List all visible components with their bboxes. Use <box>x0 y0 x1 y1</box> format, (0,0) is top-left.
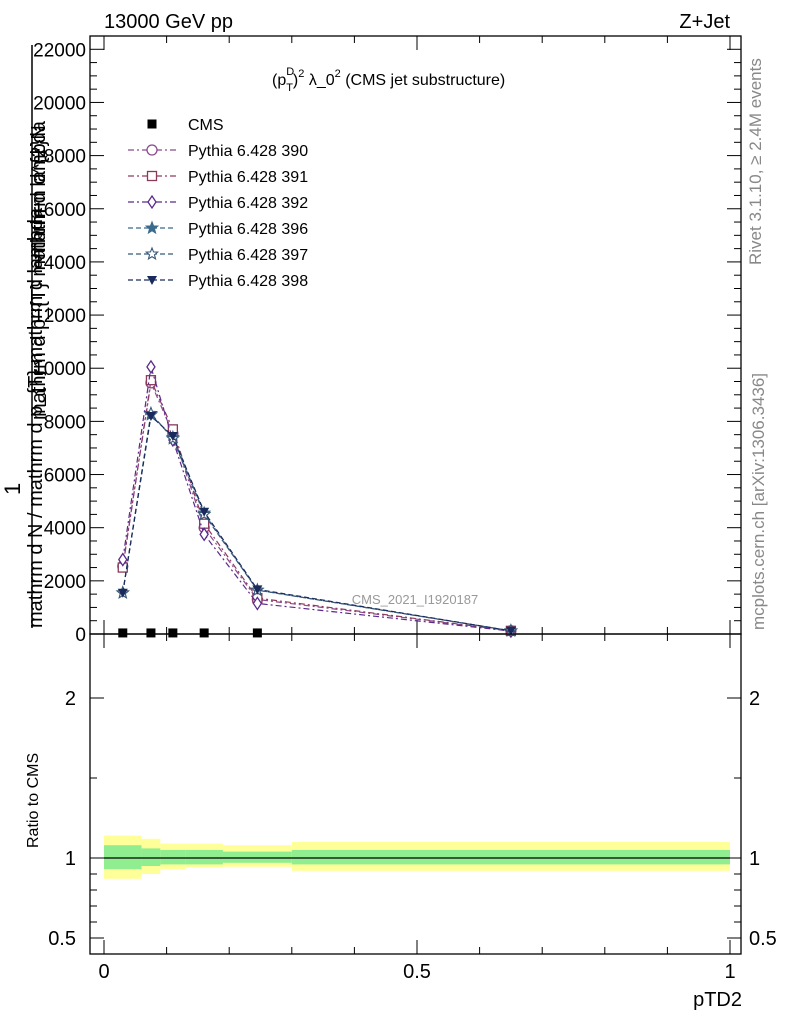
legend-title-sub-t: T <box>286 82 293 94</box>
main-y-tick-label: 8000 <box>44 412 86 433</box>
legend-entry: Pythia 6.428 390 <box>128 143 308 160</box>
ratio-y-tick-label: 0.5 <box>48 928 76 950</box>
header-left: 13000 GeV pp <box>104 11 233 33</box>
legend-title-sq: 2 <box>298 68 304 80</box>
legend-entry: Pythia 6.428 392 <box>128 194 308 212</box>
legend-label: Pythia 6.428 397 <box>188 247 308 264</box>
legend-label: Pythia 6.428 396 <box>188 221 308 238</box>
legend-title-tail: (CMS jet substructure) <box>341 72 505 89</box>
legend-label: Pythia 6.428 392 <box>188 195 308 212</box>
data-point <box>199 507 210 517</box>
ratio-band-inner <box>160 850 186 865</box>
legend-entry: Pythia 6.428 397 <box>128 246 308 264</box>
data-point <box>252 596 263 611</box>
ratio-y-ticks: 0.5 0.5 1 1 2 2 <box>48 688 777 950</box>
ratio-x-ticks: 0 0.5 1 <box>98 634 736 983</box>
data-point <box>146 359 156 375</box>
main-y-tick-label: 20000 <box>33 93 86 114</box>
data-point <box>145 375 157 386</box>
legend-label: Pythia 6.428 390 <box>188 143 308 160</box>
data-point <box>168 628 178 638</box>
data-point <box>505 626 516 636</box>
legend-marker <box>147 276 157 285</box>
ratio-y-tick-label-right: 2 <box>749 688 760 710</box>
data-point <box>167 431 178 441</box>
ratio-y-tick-label-right: 1 <box>749 848 760 870</box>
x-tick-label: 0 <box>98 961 109 983</box>
data-point <box>199 527 209 542</box>
ratio-band-inner <box>185 850 223 865</box>
series-cms <box>118 628 262 638</box>
data-point <box>117 588 128 598</box>
ratio-y-tick-label: 2 <box>65 688 76 710</box>
data-point <box>199 628 209 638</box>
legend-title-sup-d: D <box>286 66 294 78</box>
legend-marker <box>144 220 160 235</box>
ratio-band-inner <box>222 851 292 863</box>
watermark: CMS_2021_I1920187 <box>352 592 479 607</box>
main-y-ticks: 0 2000 4000 6000 8000 10000 12000 14000 16000 180… <box>33 40 741 646</box>
main-x-ticks <box>103 36 731 634</box>
ratio-band-inner <box>104 845 142 870</box>
legend-marker <box>146 144 158 156</box>
main-y-tick-label: 6000 <box>44 466 86 487</box>
x-axis-label: pTD2 <box>693 989 742 1011</box>
header-right: Z+Jet <box>679 11 730 33</box>
legend-marker <box>147 194 157 210</box>
legend-label: Pythia 6.428 398 <box>188 273 308 290</box>
main-y-tick-label: 14000 <box>33 253 86 274</box>
legend-label: CMS <box>188 117 224 134</box>
main-y-tick-label: 16000 <box>33 200 86 221</box>
legend-entry: Pythia 6.428 391 <box>128 169 308 186</box>
main-y-tick-label: 4000 <box>44 519 86 540</box>
main-y-label-over: mathrm d p_{T} mathrm d lambda <box>28 120 50 420</box>
series-line <box>122 412 511 632</box>
legend-title-sq2: 2 <box>335 68 341 80</box>
side-label-top: Rivet 3.1.10, ≥ 2.4M events <box>746 58 765 265</box>
main-y-tick-label: 2000 <box>44 572 86 593</box>
main-y-tick-label: 10000 <box>33 359 86 380</box>
main-y-tick-label: 12000 <box>33 306 86 327</box>
series-line <box>122 414 511 632</box>
main-y-label: 1 mathrm d^{2}N mathrm d p_{T} mathrm d … <box>0 45 50 628</box>
ratio-band-inner <box>291 850 730 865</box>
main-y-label-denominator: mathrm d N / mathrm d p_{T} mathrm d lam… <box>25 207 47 628</box>
series-pythia-6-428-398 <box>117 412 516 636</box>
data-point <box>252 628 262 638</box>
main-y-tick-label: 22000 <box>33 40 86 61</box>
series-group <box>115 359 519 639</box>
data-point <box>118 628 128 638</box>
legend-marker <box>144 246 160 261</box>
main-y-label-numerator: mathrm d^{2}N <box>28 125 50 258</box>
main-y-tick-label: 0 <box>75 625 86 646</box>
legend: CMS Pythia 6.428 390 Pythia 6.428 391 Pythi… <box>128 117 308 290</box>
legend-label: Pythia 6.428 391 <box>188 169 308 186</box>
ratio-panel-frame <box>89 633 742 955</box>
x-tick-label: 0.5 <box>403 961 431 983</box>
data-point <box>117 552 128 567</box>
ratio-band-inner <box>141 848 161 866</box>
data-point <box>146 628 156 638</box>
legend-marker <box>147 119 157 129</box>
series-line <box>122 366 511 632</box>
ratio-y-tick-label-right: 0.5 <box>749 928 777 950</box>
main-y-tick-label: 18000 <box>33 147 86 168</box>
side-label-bottom: mcplots.cern.ch [arXiv:1306.3436] <box>749 373 768 630</box>
legend-marker <box>146 170 158 182</box>
ratio-y-label: Ratio to CMS <box>25 753 42 848</box>
x-tick-label: 1 <box>724 961 735 983</box>
legend-entry: CMS <box>147 117 224 134</box>
ratio-bands <box>104 835 730 879</box>
legend-title-p: (p <box>272 72 286 89</box>
legend-entry: Pythia 6.428 396 <box>128 220 308 238</box>
data-point <box>252 585 263 595</box>
legend-title: (pD T)2 λ_02 (CMS jet substructure) <box>272 66 505 94</box>
data-point <box>145 412 156 422</box>
ratio-y-tick-label: 1 <box>65 848 76 870</box>
legend-title-close: ) <box>293 72 298 89</box>
legend-title-mid: λ_0 <box>304 72 334 89</box>
main-y-label-one: 1 <box>0 483 25 495</box>
legend-entry: Pythia 6.428 398 <box>128 273 308 290</box>
